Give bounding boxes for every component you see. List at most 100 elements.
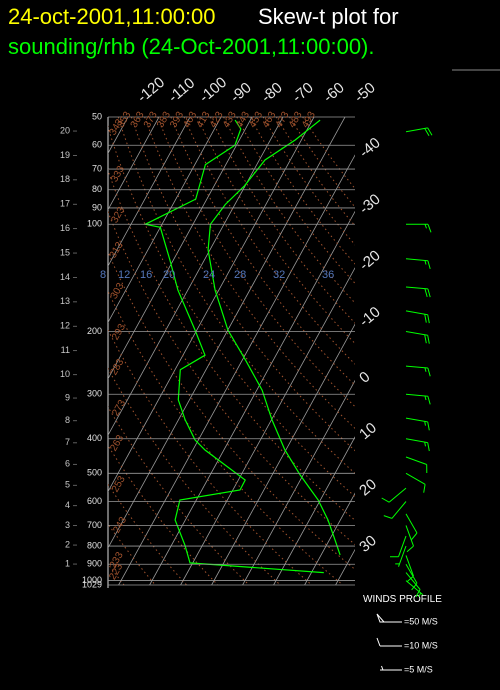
wind-barb [405,365,431,377]
y-tick-label: 100 [87,219,102,229]
dry-adiabat [183,117,355,365]
isotherm [304,492,355,585]
wind-barb [405,258,431,270]
wind-barb [405,127,433,137]
isotherm [108,117,160,211]
height-tick-label: 20 [60,125,70,135]
height-tick-label: 15 [60,247,70,257]
legend-label: =50 M/S [404,616,438,626]
mixing-ratio-label: 8 [100,269,106,281]
height-tick-label: 4 [65,500,70,510]
y-tick-label: 500 [87,468,102,478]
legend-barb [380,665,402,671]
height-tick-label: 16 [60,223,70,233]
isotherm [108,117,315,493]
wind-barb [405,572,421,598]
wind-barb [389,535,407,558]
wind-barb [405,456,428,474]
y-tick-label: 800 [87,540,102,550]
wind-barb [405,580,424,597]
mixing-ratio-label: 20 [163,269,175,281]
legend-barb [376,613,402,623]
height-tick-label: 5 [65,480,70,490]
wind-barb [405,393,431,405]
dry-adiabat [108,168,355,522]
height-tick-label: 13 [60,296,70,306]
height-tick-label: 9 [65,392,70,402]
height-tick-label: 7 [65,437,70,447]
y-tick-label: 50 [92,111,102,121]
height-tick-label: 6 [65,459,70,469]
y-tick-label: 70 [92,163,102,173]
wind-barb [405,310,430,324]
wind-barb [381,487,407,503]
isotherm [108,117,253,380]
isotherm [108,117,284,437]
dry-adiabat [108,444,219,585]
isotherm [242,379,355,585]
wind-barb [395,545,407,567]
dry-adiabat [275,117,355,227]
title-time: 24-oct-2001,11:00:00 [8,4,216,29]
isotherm [211,323,355,585]
chart-subtitle: sounding/rhb (24-Oct-2001,11:00:00). [8,34,375,59]
y-tick-label: 90 [92,202,102,212]
height-tick-label: 19 [60,150,70,160]
sounding-line [207,119,341,556]
wind-barb [405,472,426,493]
wind-barb [405,331,430,344]
y-tick-label: 300 [87,389,102,399]
isotherm [108,117,346,549]
height-tick-label: 3 [65,520,70,530]
isotherm [273,436,355,585]
isotherm [149,210,355,585]
mixing-ratio-label: 24 [203,269,215,281]
mixing-ratio-label: 12 [118,269,130,281]
dry-adiabat [108,125,355,498]
isotherm [118,154,355,585]
wind-barb [383,501,407,519]
legend-label: =5 M/S [404,664,433,674]
y-tick-label: 60 [92,140,102,150]
height-tick-label: 1 [65,558,70,568]
wind-barb [405,438,430,452]
y-tick-label: 1000 [82,575,102,585]
dry-adiabat [236,117,355,285]
mixing-ratio-label: 36 [322,269,334,281]
dry-adiabat [289,117,355,208]
mixing-ratio-label: 32 [273,269,285,281]
height-tick-label: 10 [60,369,70,379]
dry-adiabat [170,117,355,386]
y-tick-label: 900 [87,559,102,569]
height-tick-label: 11 [61,345,70,355]
height-tick-label: 18 [60,174,70,184]
plot-area [108,117,355,585]
dry-adiabat [223,117,355,304]
chart-title: Skew-t plot for [258,4,399,29]
isotherm [180,267,355,585]
dry-adiabat [108,328,312,585]
mixing-ratio-label: 28 [234,269,246,281]
height-tick-label: 17 [60,199,70,209]
y-tick-label: 200 [87,326,102,336]
y-tick-label: 400 [87,433,102,443]
height-tick-label: 14 [60,272,70,282]
wind-barb [405,555,414,583]
y-tick-label: 80 [92,184,102,194]
sounding-line [143,119,324,574]
winds-title: WINDS PROFILE [363,594,442,605]
legend-barb [376,637,402,647]
wind-barb [405,286,431,298]
mixing-ratio-label: 16 [140,269,152,281]
dry-adiabat [108,483,187,585]
y-tick-label: 700 [87,520,102,530]
y-tick-label: 1029 [82,579,102,589]
y-tick-label: 600 [87,496,102,506]
dry-adiabat [108,250,355,571]
wind-barb [405,525,414,553]
height-tick-label: 12 [60,321,70,331]
